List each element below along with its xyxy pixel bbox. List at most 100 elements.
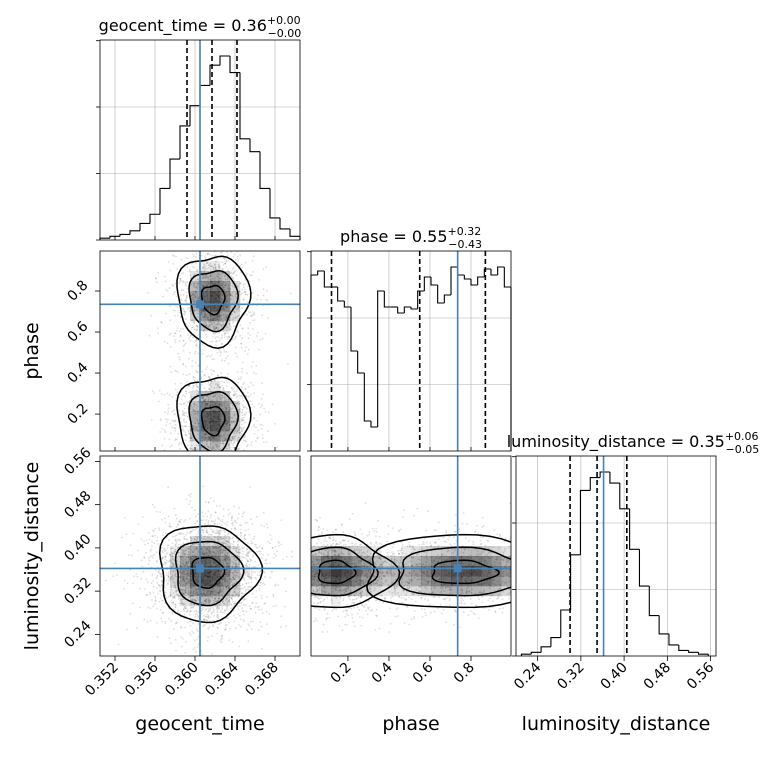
sample-point [148, 559, 151, 562]
sample-point [195, 444, 198, 447]
sample-point [230, 275, 233, 278]
hist-bin [323, 271, 331, 288]
sample-point [171, 395, 174, 398]
sample-point [204, 313, 207, 316]
sample-point [228, 639, 231, 642]
sample-point [180, 565, 182, 568]
hist-bin [457, 267, 465, 276]
sample-point [220, 399, 223, 401]
sample-point [253, 340, 256, 343]
sample-point [241, 547, 244, 550]
sample-point [228, 319, 231, 321]
sample-point [174, 605, 177, 608]
sample-point [216, 386, 218, 389]
sample-point [219, 301, 222, 304]
sample-point [193, 509, 196, 512]
sample-point [193, 590, 195, 593]
sample-point [142, 570, 145, 573]
sample-point [247, 640, 250, 643]
sample-point [174, 341, 177, 344]
hist-bin [688, 650, 699, 653]
sample-point [219, 403, 222, 406]
sample-point [249, 274, 252, 276]
sample-point [208, 598, 210, 601]
sample-point [252, 554, 255, 556]
density-cell [210, 291, 221, 302]
sample-point [182, 402, 185, 405]
sample-point [183, 564, 186, 567]
sample-point [225, 425, 228, 427]
sample-point [207, 523, 210, 526]
sample-point [166, 551, 169, 554]
sample-point [192, 300, 195, 303]
sample-point [164, 591, 167, 594]
sample-point [214, 265, 217, 268]
sample-point [172, 597, 175, 600]
sample-point [183, 537, 186, 540]
sample-point [246, 353, 249, 355]
sample-point [219, 395, 221, 398]
sample-point [177, 524, 179, 527]
sample-point [175, 590, 177, 593]
density-cell [200, 311, 211, 322]
sample-point [225, 292, 227, 295]
sample-point [244, 261, 247, 264]
sample-point [225, 266, 228, 268]
sample-point [233, 440, 236, 443]
sample-point [232, 421, 235, 423]
sample-point [207, 595, 209, 598]
sample-point [187, 589, 190, 592]
sample-point [229, 329, 232, 331]
sample-point [187, 587, 190, 589]
sample-point [239, 524, 241, 526]
sample-point [242, 436, 245, 439]
sample-point [208, 436, 211, 439]
hist-bin [403, 306, 411, 313]
sample-point [253, 417, 256, 419]
sample-point [188, 391, 191, 394]
sample-point [192, 326, 194, 329]
sample-point [252, 271, 255, 273]
sample-point [493, 564, 496, 567]
sample-point [179, 277, 182, 280]
sample-point [231, 438, 234, 440]
sample-point [211, 596, 214, 599]
density-cell [200, 441, 211, 451]
sample-point [156, 327, 159, 330]
sample-point [267, 553, 269, 556]
sample-point [190, 549, 192, 551]
sample-point [230, 607, 233, 610]
sample-point [200, 527, 203, 530]
sample-point [226, 597, 229, 600]
sample-point [256, 298, 258, 301]
sample-point [230, 542, 232, 545]
sample-point [232, 582, 235, 585]
sample-point [178, 572, 181, 574]
sample-point [220, 571, 223, 574]
sample-point [243, 620, 246, 623]
sample-point [209, 323, 212, 326]
sample-point [217, 550, 220, 553]
sample-point [219, 448, 222, 451]
sample-point [200, 593, 203, 595]
sample-point [276, 446, 278, 449]
sample-point [185, 295, 188, 298]
sample-point [268, 613, 271, 615]
sample-point [203, 589, 206, 592]
sample-point [237, 608, 240, 611]
sample-point [189, 609, 192, 612]
sample-point [219, 267, 221, 269]
sample-point [226, 299, 228, 302]
sample-point [228, 288, 231, 291]
sample-point [210, 613, 213, 615]
sample-point [211, 635, 213, 637]
sample-point [174, 420, 177, 423]
sample-point [188, 558, 191, 561]
sample-point [155, 577, 158, 580]
sample-point [250, 365, 253, 368]
sample-point [222, 264, 225, 266]
sample-point [170, 594, 173, 596]
sample-point [227, 544, 230, 547]
sample-point [182, 373, 185, 376]
hist-bin [383, 291, 391, 308]
